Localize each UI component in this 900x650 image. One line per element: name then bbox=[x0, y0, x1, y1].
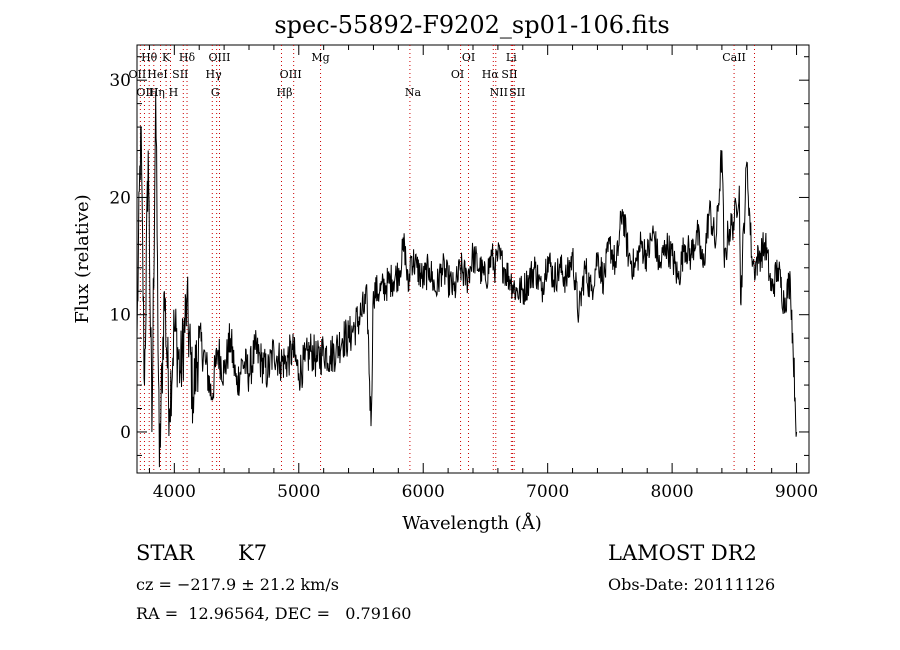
line-label-24: CaII bbox=[0, 0, 12, 3]
line-label-7: CaII bbox=[722, 51, 746, 64]
redshift-velocity: cz = −217.9 ± 21.2 km/s bbox=[136, 575, 339, 594]
line-label-6: Li bbox=[506, 51, 517, 64]
line-label-19: G bbox=[211, 86, 220, 99]
y-tick-label-0: 0 bbox=[120, 423, 131, 443]
line-label-20: Hβ bbox=[277, 86, 293, 99]
coordinates: RA = 12.96564, DEC = 0.79160 bbox=[136, 604, 412, 623]
line-label-9: HeI bbox=[147, 68, 167, 81]
line-label-2: Hδ bbox=[179, 51, 196, 64]
x-tick-label-0: 4000 bbox=[153, 482, 196, 502]
line-label-5: OI bbox=[462, 51, 475, 64]
axis-tick-labels: 4000 5000 6000 7000 8000 9000 0 10 20 30 bbox=[109, 71, 818, 502]
line-label-8: OII bbox=[129, 68, 147, 81]
chart-title: spec-55892-F9202_sp01-106.fits bbox=[274, 11, 669, 39]
line-label-16: OIII bbox=[136, 86, 158, 99]
x-tick-label-1: 5000 bbox=[277, 482, 320, 502]
line-label-4: Mg bbox=[311, 51, 329, 64]
line-label-23: SII bbox=[509, 86, 525, 99]
line-label-12: OIII bbox=[280, 68, 302, 81]
x-axis-label: Wavelength (Å) bbox=[402, 512, 542, 534]
line-label-15: SII bbox=[501, 68, 517, 81]
y-tick-label-3: 30 bbox=[109, 71, 131, 91]
line-label-13: OI bbox=[451, 68, 464, 81]
spectral-line-markers bbox=[139, 45, 755, 473]
observation-date: Obs-Date: 20111126 bbox=[608, 575, 776, 594]
line-label-0: Hθ bbox=[141, 51, 158, 64]
y-tick-label-2: 20 bbox=[109, 188, 131, 208]
x-tick-label-4: 8000 bbox=[650, 482, 693, 502]
line-label-3: OIII bbox=[208, 51, 230, 64]
x-tick-label-2: 6000 bbox=[402, 482, 445, 502]
flux-series-line bbox=[136, 91, 798, 468]
line-label-1: K bbox=[162, 51, 171, 64]
y-axis-label: Flux (relative) bbox=[72, 194, 93, 323]
survey-name: LAMOST DR2 bbox=[608, 541, 757, 565]
line-label-11: Hγ bbox=[206, 68, 223, 81]
object-class: STAR bbox=[136, 541, 195, 565]
line-label-22: NII bbox=[490, 86, 508, 99]
line-label-21: Na bbox=[405, 86, 422, 99]
y-tick-label-1: 10 bbox=[109, 306, 131, 326]
x-tick-label-3: 7000 bbox=[526, 482, 569, 502]
line-label-10: SII bbox=[172, 68, 188, 81]
line-label-17: Hη bbox=[149, 86, 165, 99]
object-subclass: K7 bbox=[238, 541, 268, 565]
line-label-14: Hα bbox=[482, 68, 500, 81]
line-label-18: H bbox=[169, 86, 179, 99]
x-tick-label-5: 9000 bbox=[775, 482, 818, 502]
